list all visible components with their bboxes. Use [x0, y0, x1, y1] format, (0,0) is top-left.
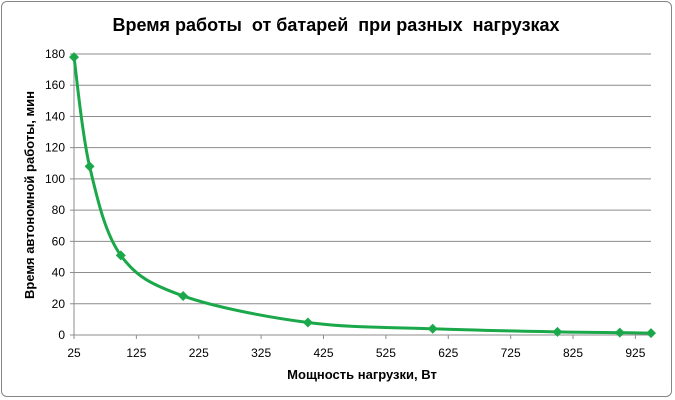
- data-point-marker: [69, 52, 79, 63]
- y-axis-title: Время автономной работы, мин: [22, 91, 37, 299]
- y-tick-label: 100: [45, 172, 65, 186]
- y-tick-labels: 0 20 40 60 80 100 120 140 160 180: [45, 47, 74, 342]
- data-point-marker: [646, 328, 656, 339]
- data-point-marker: [115, 250, 126, 261]
- x-tick-label: 325: [251, 346, 271, 360]
- y-tick-label: 180: [45, 47, 65, 61]
- x-tick-label: 825: [563, 346, 583, 360]
- series-line: [72, 56, 652, 335]
- axes: [73, 54, 651, 336]
- x-tick-label: 525: [376, 346, 396, 360]
- x-tick-labels: 25 125 225 325 425 525 625 725 825 925: [67, 335, 646, 360]
- x-tick-label: 25: [67, 346, 81, 360]
- gridlines: [74, 53, 651, 305]
- data-point-marker: [84, 161, 95, 172]
- y-tick-label: 140: [45, 109, 65, 123]
- y-tick-label: 20: [52, 297, 66, 311]
- y-tick-label: 160: [45, 78, 65, 92]
- y-tick-label: 0: [58, 328, 65, 342]
- data-point-marker: [302, 317, 313, 328]
- y-tick-label: 120: [45, 141, 65, 155]
- y-tick-label: 40: [52, 266, 66, 280]
- x-tick-label: 625: [438, 346, 458, 360]
- x-tick-label: 225: [189, 346, 209, 360]
- x-tick-label: 425: [313, 346, 333, 360]
- chart-title: Время работы от батарей при разных нагру…: [112, 15, 559, 35]
- x-tick-label: 725: [501, 346, 521, 360]
- y-tick-label: 80: [52, 203, 66, 217]
- x-axis-title: Мощность нагрузки, Вт: [287, 367, 437, 382]
- data-point-marker: [178, 290, 189, 301]
- x-tick-label: 125: [126, 346, 146, 360]
- y-tick-label: 60: [52, 234, 66, 248]
- x-tick-label: 925: [625, 346, 645, 360]
- data-point-marker: [614, 327, 625, 338]
- data-point-marker: [427, 323, 438, 334]
- series-group: [69, 52, 656, 339]
- data-point-marker: [552, 326, 563, 337]
